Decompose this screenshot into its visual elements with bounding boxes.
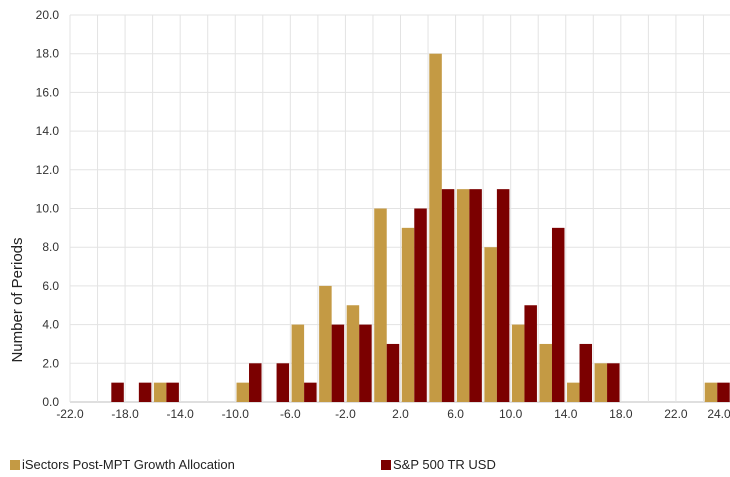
bar-sp500--18: [138, 382, 152, 402]
legend-item-series-2: S&P 500 TR USD: [381, 457, 496, 472]
bar-isectors--2: [346, 305, 360, 402]
bar-isectors--6: [291, 324, 305, 402]
x-tick-label: -10.0: [222, 407, 250, 421]
bar-isectors-6: [456, 189, 470, 402]
y-tick-label: 14.0: [36, 124, 60, 138]
y-tick-label: 2.0: [42, 356, 59, 370]
gridlines: [69, 14, 730, 403]
y-tick-label: 18.0: [36, 47, 60, 61]
bar-sp500-4: [441, 189, 455, 402]
x-tick-label: 2.0: [392, 407, 409, 421]
bar-sp500-0: [386, 343, 400, 402]
legend: iSectors Post-MPT Growth Allocation S&P …: [0, 457, 730, 475]
legend-label-series-2: S&P 500 TR USD: [393, 457, 496, 472]
bar-sp500--2: [359, 324, 372, 402]
bar-sp500-12: [551, 227, 565, 402]
bar-isectors--4: [319, 285, 332, 402]
bar-sp500-2: [414, 208, 427, 402]
bars: [111, 53, 730, 402]
x-tick-label: 18.0: [609, 407, 633, 421]
y-tick-label: 6.0: [42, 279, 59, 293]
bar-isectors--16: [153, 382, 167, 402]
bar-sp500-8: [496, 189, 510, 402]
x-tick-label: -22.0: [56, 407, 84, 421]
bar-sp500--8: [276, 363, 290, 402]
bar-sp500-10: [524, 305, 537, 402]
bar-isectors-8: [484, 247, 497, 402]
y-tick-label: 0.0: [42, 395, 59, 409]
y-axis: 0.0 2.0 4.0 6.0 8.0 10.0 12.0 14.0 16.0 18.0 20.0: [36, 8, 60, 409]
bar-sp500--6: [304, 382, 317, 402]
y-axis-label: Number of Periods: [9, 237, 26, 362]
legend-swatch-series-2: [381, 459, 391, 470]
x-tick-label: -14.0: [166, 407, 194, 421]
y-tick-label: 12.0: [36, 163, 60, 177]
bar-sp500--4: [331, 324, 345, 402]
bar-sp500-14: [579, 343, 593, 402]
x-tick-label: -2.0: [335, 407, 356, 421]
bar-isectors-14: [567, 382, 580, 402]
x-tick-label: -6.0: [280, 407, 301, 421]
bar-sp500--10: [249, 363, 262, 402]
bar-sp500-24: [717, 382, 730, 402]
y-tick-label: 8.0: [42, 240, 59, 254]
legend-label-series-1: iSectors Post-MPT Growth Allocation: [22, 457, 235, 472]
bar-sp500--20: [111, 382, 124, 402]
y-tick-label: 4.0: [42, 318, 59, 332]
bar-isectors--10: [236, 382, 250, 402]
bar-isectors-0: [374, 208, 387, 402]
x-tick-label: -18.0: [111, 407, 139, 421]
x-tick-label: 24.0: [707, 407, 730, 421]
bar-sp500-6: [469, 189, 482, 402]
legend-item-series-1: iSectors Post-MPT Growth Allocation: [10, 457, 235, 472]
x-axis: -22.0 -18.0 -14.0 -10.0 -6.0 -2.0 2.0 6.0 10.0 14…: [56, 407, 730, 421]
y-tick-label: 10.0: [36, 202, 60, 216]
bar-isectors-24: [704, 382, 718, 402]
x-tick-label: 22.0: [664, 407, 688, 421]
bar-isectors-10: [511, 324, 525, 402]
x-tick-label: 10.0: [499, 407, 523, 421]
bar-sp500--16: [166, 382, 179, 402]
bar-isectors-4: [429, 53, 442, 402]
legend-swatch-series-1: [10, 459, 20, 470]
bar-sp500-16: [607, 363, 620, 402]
y-tick-label: 16.0: [36, 85, 60, 99]
bar-isectors-2: [401, 227, 415, 402]
bar-isectors-12: [539, 343, 552, 402]
x-tick-label: 14.0: [554, 407, 578, 421]
bar-isectors-16: [594, 363, 608, 402]
x-tick-label: 6.0: [447, 407, 464, 421]
y-tick-label: 20.0: [36, 8, 60, 22]
